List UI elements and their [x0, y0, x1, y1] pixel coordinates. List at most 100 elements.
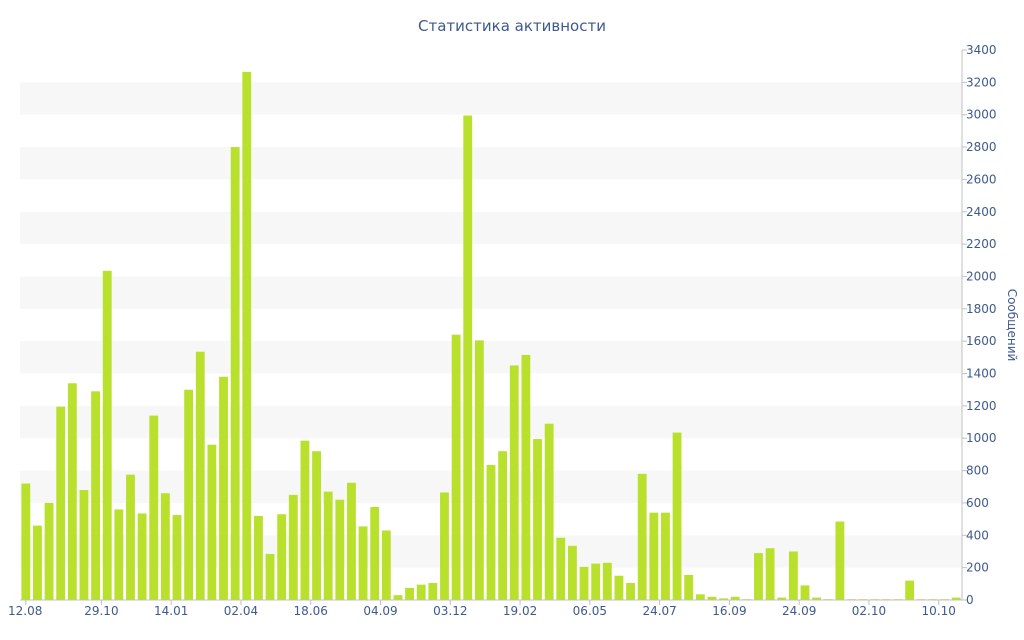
bar[interactable]	[719, 598, 729, 600]
bar[interactable]	[567, 545, 577, 600]
bar[interactable]	[195, 351, 205, 600]
bar[interactable]	[579, 566, 589, 600]
bar[interactable]	[416, 584, 426, 600]
bar[interactable]	[602, 562, 612, 600]
bar[interactable]	[347, 482, 356, 600]
bar[interactable]	[428, 583, 438, 600]
bar[interactable]	[44, 502, 54, 600]
bar[interactable]	[800, 585, 810, 600]
bar[interactable]	[777, 597, 787, 600]
x-axis-ticks: 12.08 29.10 14.01 02.04 18.06 04.09 03.12 19.02…	[8, 600, 956, 618]
bar[interactable]	[905, 580, 915, 600]
x-tick-label: 02.10	[852, 604, 886, 618]
bar[interactable]	[765, 548, 775, 600]
y-tick-label: 2200	[966, 237, 997, 251]
x-tick-label: 24.07	[642, 604, 676, 618]
y-tick-label: 200	[966, 561, 989, 575]
x-tick-label: 12.08	[8, 604, 42, 618]
y-tick-label: 1800	[966, 302, 997, 316]
bars	[21, 71, 961, 601]
bar[interactable]	[265, 553, 275, 600]
y-tick-label: 2000	[966, 269, 997, 283]
bar[interactable]	[951, 597, 961, 600]
y-tick-label: 1000	[966, 431, 997, 445]
bar[interactable]	[312, 451, 321, 600]
bar[interactable]	[358, 526, 368, 600]
bar[interactable]	[544, 423, 554, 600]
bar[interactable]	[486, 464, 496, 600]
grid-band	[20, 405, 962, 439]
bar[interactable]	[67, 383, 77, 600]
y-tick-label: 3000	[966, 108, 997, 122]
bar[interactable]	[474, 340, 484, 600]
x-tick-label: 24.09	[782, 604, 816, 618]
bar[interactable]	[160, 493, 170, 600]
y-tick-label: 3200	[966, 75, 997, 89]
bar[interactable]	[114, 509, 124, 600]
bar[interactable]	[184, 389, 194, 600]
bar[interactable]	[21, 483, 31, 600]
y-tick-label: 2600	[966, 172, 997, 186]
bar[interactable]	[91, 391, 101, 600]
bar[interactable]	[335, 499, 345, 600]
bar[interactable]	[509, 365, 519, 600]
bar[interactable]	[788, 551, 798, 600]
bar[interactable]	[626, 583, 635, 600]
bar[interactable]	[381, 530, 391, 600]
x-tick-label: 03.12	[433, 604, 467, 618]
chart-title: Статистика активности	[418, 17, 606, 35]
y-tick-label: 2800	[966, 140, 997, 154]
bar[interactable]	[207, 444, 217, 600]
bar[interactable]	[56, 406, 66, 600]
bar[interactable]	[323, 491, 333, 600]
bar[interactable]	[521, 354, 531, 600]
bar[interactable]	[684, 574, 694, 600]
bar[interactable]	[172, 515, 182, 600]
y-tick-label: 800	[966, 464, 989, 478]
bar[interactable]	[230, 147, 240, 600]
bar[interactable]	[242, 71, 252, 601]
bar[interactable]	[533, 439, 542, 600]
y-axis-label: Сообщений	[1005, 289, 1019, 362]
x-tick-label: 04.09	[363, 604, 397, 618]
bar[interactable]	[126, 474, 135, 600]
bar[interactable]	[451, 334, 461, 600]
bar[interactable]	[835, 521, 845, 600]
bar[interactable]	[463, 115, 473, 600]
bar[interactable]	[137, 513, 147, 600]
bar[interactable]	[300, 440, 310, 600]
bar[interactable]	[637, 473, 647, 600]
bar[interactable]	[614, 575, 624, 600]
bar[interactable]	[812, 597, 822, 600]
y-tick-label: 600	[966, 496, 989, 510]
bar[interactable]	[661, 512, 670, 600]
y-tick-label: 1600	[966, 334, 997, 348]
bar[interactable]	[440, 492, 449, 600]
bar[interactable]	[405, 587, 415, 600]
bar[interactable]	[288, 494, 298, 600]
y-tick-label: 2400	[966, 205, 997, 219]
x-tick-label: 19.02	[503, 604, 537, 618]
bar[interactable]	[649, 512, 659, 600]
bar[interactable]	[707, 596, 717, 600]
bar[interactable]	[591, 563, 601, 600]
bar[interactable]	[102, 270, 112, 600]
bar[interactable]	[253, 515, 263, 600]
bar[interactable]	[149, 415, 159, 600]
bar[interactable]	[695, 594, 705, 600]
bar[interactable]	[79, 490, 89, 600]
bar[interactable]	[393, 595, 403, 600]
bar[interactable]	[219, 376, 228, 600]
bar[interactable]	[33, 525, 42, 600]
bar[interactable]	[370, 506, 380, 600]
bar[interactable]	[672, 432, 682, 600]
bar[interactable]	[556, 537, 566, 600]
bar[interactable]	[498, 451, 508, 600]
bar[interactable]	[730, 596, 740, 600]
y-tick-label: 1200	[966, 399, 997, 413]
y-axis-ticks: 0 200 400 600 800 1000 1200 1400 1600 1800 2000 220…	[962, 43, 997, 607]
bar[interactable]	[754, 553, 763, 600]
y-tick-label: 1400	[966, 367, 997, 381]
bar[interactable]	[277, 514, 287, 600]
